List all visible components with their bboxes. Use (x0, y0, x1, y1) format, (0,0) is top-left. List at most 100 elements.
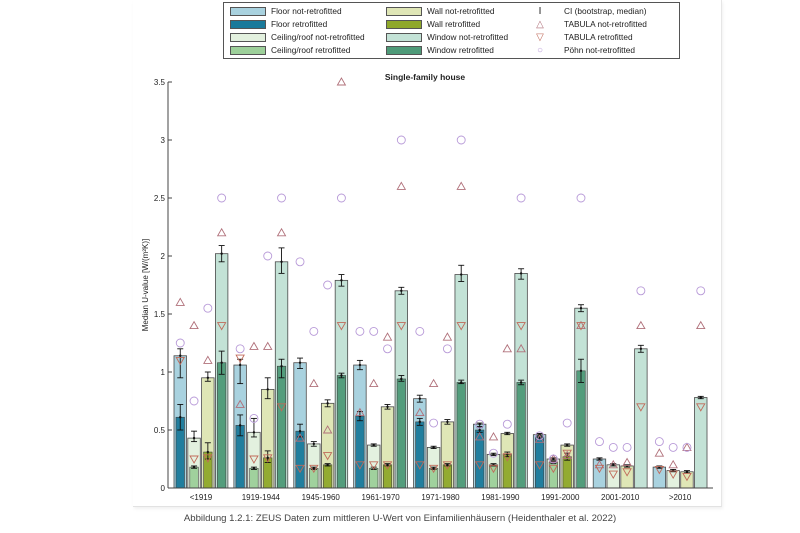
median-dot (238, 363, 242, 367)
median-dot (400, 377, 403, 381)
median-dot (372, 443, 375, 447)
figure-caption: Abbildung 1.2.1: ZEUS Daten zum mittlere… (183, 513, 617, 524)
poehn-not-retrofitted-marker (475, 419, 485, 429)
bar-window-not-retrofitted (634, 348, 648, 489)
x-tick-label: 1919-1944 (242, 493, 281, 502)
tabula-retrofitted-marker (502, 453, 513, 462)
legend-item: Wall retrofitted (386, 18, 480, 30)
median-dot (179, 354, 182, 357)
tabula-retrofitted-marker (309, 464, 319, 474)
tabula-not-retrofitted-marker (322, 425, 333, 434)
median-dot (446, 420, 449, 424)
tabula-not-retrofitted-marker (516, 343, 526, 353)
y-axis-label: Median U-value [W/(m²K)] (141, 239, 150, 331)
legend-item: ▽ TABULA retrofitted (532, 31, 632, 43)
poehn-not-retrofitted-marker (415, 326, 425, 336)
tabula-retrofitted-marker (216, 322, 227, 331)
tabula-not-retrofitted-marker (442, 332, 453, 341)
tabula-retrofitted-marker (189, 455, 199, 464)
legend-item: Ceiling/roof not-retrofitted (230, 31, 365, 43)
tabula-not-retrofitted-marker (295, 433, 305, 442)
tabula-not-retrofitted-marker (576, 320, 586, 330)
legend-label: Wall not-retrofitted (427, 6, 495, 16)
poehn-not-retrofitted-marker (595, 437, 604, 447)
circle-icon: ○ (536, 44, 544, 56)
poehn-not-retrofitted-marker (608, 442, 618, 452)
poehn-not-retrofitted-marker (548, 454, 558, 464)
median-dot (460, 273, 463, 276)
bar-window-retrofitted (456, 382, 466, 489)
y-tick-label: 1 (161, 368, 166, 377)
median-dot (238, 424, 242, 427)
legend-label: Window retrofitted (427, 45, 494, 55)
median-dot (280, 365, 283, 368)
legend-label: Wall retrofitted (427, 19, 481, 29)
tabula-not-retrofitted-marker (415, 407, 425, 417)
bar-floor-not-retrofitted (592, 458, 607, 489)
tabula-retrofitted-marker (382, 461, 393, 470)
poehn-not-retrofitted-marker (189, 396, 199, 406)
legend-swatch (230, 6, 266, 16)
median-dot (386, 405, 389, 408)
median-dot (478, 423, 481, 426)
poehn-not-retrofitted-marker (383, 344, 392, 354)
tabula-retrofitted-marker (534, 461, 545, 470)
triangle-up-icon: △ (536, 18, 544, 30)
figure-card (133, 0, 722, 507)
tabula-not-retrofitted-marker (368, 378, 379, 388)
median-dot (400, 289, 403, 292)
tabula-not-retrofitted-marker (216, 227, 227, 237)
poehn-not-retrofitted-marker (323, 280, 333, 290)
tabula-retrofitted-marker (442, 461, 453, 470)
tabula-not-retrofitted-marker (668, 459, 678, 469)
bar-floor-not-retrofitted (652, 466, 667, 489)
tabula-retrofitted-marker (488, 464, 499, 474)
tabula-not-retrofitted-marker (262, 341, 273, 350)
tabula-not-retrofitted-marker (695, 320, 706, 330)
legend-label: Floor not-retrofitted (271, 6, 342, 16)
y-tick-label: 0 (161, 484, 166, 493)
poehn-not-retrofitted-marker (654, 437, 664, 447)
bar-ceiling-roof-retrofitted (309, 467, 319, 489)
legend-swatch (230, 32, 266, 42)
legend-label: Window not-retrofitted (427, 32, 509, 42)
median-dot (326, 402, 329, 405)
poehn-not-retrofitted-marker (295, 257, 305, 267)
poehn-not-retrofitted-marker (502, 419, 512, 429)
tabula-not-retrofitted-marker (175, 297, 186, 306)
median-dot (598, 457, 601, 461)
tabula-not-retrofitted-marker (428, 378, 439, 388)
median-dot (340, 279, 343, 282)
tabula-not-retrofitted-marker (276, 227, 287, 237)
poehn-not-retrofitted-marker (489, 448, 498, 458)
legend-item: I CI (bootstrap, median) (532, 5, 647, 17)
error-bar-icon: I (538, 5, 542, 17)
tabula-retrofitted-marker (355, 461, 365, 470)
tabula-retrofitted-marker (295, 464, 305, 474)
bar-wall-not-retrofitted (620, 465, 634, 489)
tabula-not-retrofitted-marker (622, 457, 632, 466)
chart-legend: Floor not-retrofitted Floor retrofitted Ce… (223, 2, 680, 59)
tabula-not-retrofitted-marker (189, 320, 199, 330)
bar-ceiling-roof-retrofitted (429, 467, 439, 489)
legend-item: ○ Pöhn not-retrofitted (532, 44, 635, 56)
bar-floor-retrofitted (535, 436, 545, 489)
bar-floor-retrofitted (415, 421, 425, 489)
median-dot (612, 463, 615, 466)
median-dot (266, 456, 269, 460)
tabula-retrofitted-marker (608, 470, 619, 479)
poehn-not-retrofitted-marker (576, 193, 586, 203)
tabula-not-retrofitted-marker (502, 343, 513, 353)
legend-item: △ TABULA not-retrofitted (532, 18, 647, 30)
legend-swatch (386, 6, 422, 16)
poehn-not-retrofitted-marker (535, 431, 545, 441)
chart-title: Single-family house (385, 72, 466, 82)
x-tick-label: >2010 (669, 493, 692, 502)
median-dot (685, 470, 689, 473)
poehn-not-retrofitted-marker (277, 193, 286, 203)
poehn-not-retrofitted-marker (668, 442, 678, 452)
tabula-not-retrofitted-marker (336, 77, 347, 86)
bar-ceiling-roof-not-retrofitted (606, 464, 620, 489)
median-dot (326, 463, 329, 466)
tabula-not-retrofitted-marker (534, 434, 545, 443)
